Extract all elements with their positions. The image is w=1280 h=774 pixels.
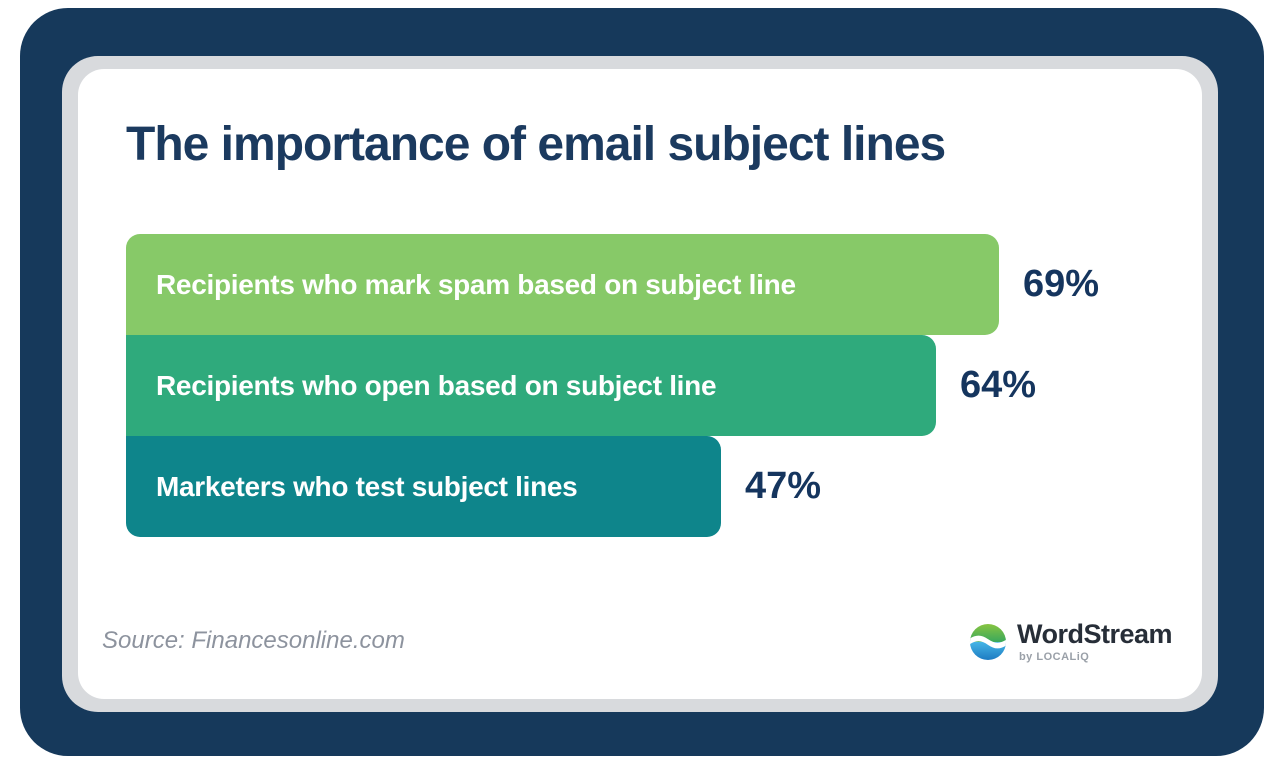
bar-label: Recipients who mark spam based on subjec… bbox=[156, 268, 796, 300]
bar-chart: Recipients who mark spam based on subjec… bbox=[126, 234, 1099, 537]
logo-byline-text: by LOCALiQ bbox=[1018, 651, 1090, 663]
source-attribution: Source: Financesonline.com bbox=[102, 627, 405, 654]
chart-title: The importance of email subject lines bbox=[126, 118, 946, 171]
bar-mark-spam: Recipients who mark spam based on subjec… bbox=[126, 234, 999, 335]
bar-value: 64% bbox=[960, 364, 1037, 406]
wordstream-globe-icon bbox=[969, 623, 1007, 661]
bar-row-mark-spam: Recipients who mark spam based on subjec… bbox=[126, 234, 1099, 335]
bar-open: Recipients who open based on subject lin… bbox=[126, 335, 936, 436]
wordstream-logo: WordStream by LOCALiQ bbox=[969, 619, 1173, 664]
chart-card: The importance of email subject lines Re… bbox=[78, 69, 1202, 699]
bar-row-open: Recipients who open based on subject lin… bbox=[126, 335, 1099, 436]
bar-label: Marketers who test subject lines bbox=[156, 470, 578, 502]
bar-row-test: Marketers who test subject lines 47% bbox=[126, 436, 1099, 537]
bar-label: Recipients who open based on subject lin… bbox=[156, 369, 717, 401]
bar-test: Marketers who test subject lines bbox=[126, 436, 721, 537]
bar-value: 69% bbox=[1023, 263, 1100, 305]
card-border: The importance of email subject lines Re… bbox=[62, 56, 1218, 712]
logo-text-block: WordStream by LOCALiQ bbox=[1016, 619, 1173, 664]
device-frame: The importance of email subject lines Re… bbox=[20, 8, 1264, 756]
logo-brand-text: WordStream bbox=[1016, 619, 1173, 649]
bar-value: 47% bbox=[745, 465, 822, 507]
